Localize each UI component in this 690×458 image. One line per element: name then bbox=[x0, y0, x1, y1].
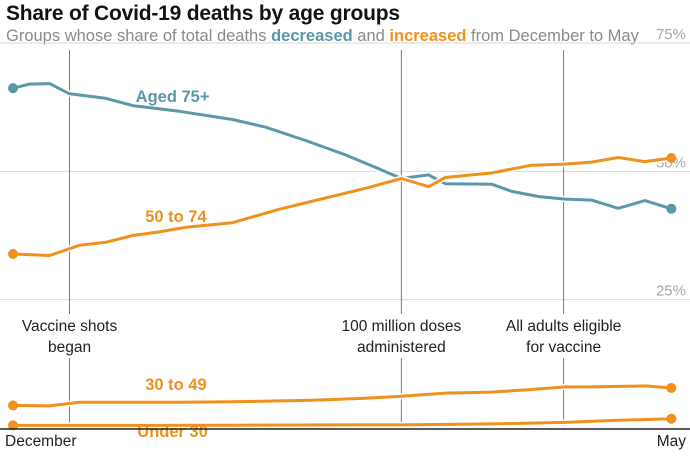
series-line-aged-75 bbox=[11, 82, 673, 211]
series-label-aged-75: Aged 75+ bbox=[136, 88, 210, 106]
series-label-30-to-49: 30 to 49 bbox=[145, 376, 206, 394]
series-end-point-50-to-74 bbox=[666, 152, 677, 163]
series-end-point-aged-75 bbox=[666, 203, 677, 214]
x-tick-label-end: May bbox=[657, 433, 687, 450]
annotation-label-1-1: Vaccine shots bbox=[22, 318, 118, 335]
series-halo-aged-75 bbox=[10, 80, 675, 212]
chart-subtitle: Groups whose share of total deaths decre… bbox=[6, 27, 639, 46]
annotation-layer: Vaccine shots began 100 million doses admin… bbox=[22, 50, 621, 426]
series-layer bbox=[8, 80, 677, 431]
series-line-30-to-49 bbox=[11, 384, 673, 408]
annotation-label-3-1: All adults eligible bbox=[506, 318, 621, 335]
annotation-label-3-2: for vaccine bbox=[526, 339, 601, 356]
chart-title: Share of Covid-19 deaths by age groups bbox=[6, 2, 400, 25]
series-start-point-30-to-49 bbox=[8, 400, 18, 411]
series-line-under-30 bbox=[11, 417, 673, 427]
series-label-50-to-74: 50 to 74 bbox=[145, 208, 207, 226]
series-start-point-50-to-74 bbox=[8, 248, 18, 259]
series-start-point-under-30 bbox=[8, 420, 18, 431]
y-tick-label-75: 75% bbox=[656, 26, 686, 43]
subtitle-text-2: and bbox=[352, 27, 390, 45]
series-start-point-aged-75 bbox=[8, 83, 18, 94]
subtitle-text-1: Groups whose share of total deaths bbox=[6, 27, 272, 45]
annotation-label-2-1: 100 million doses bbox=[341, 318, 461, 335]
annotation-label-2-2: administered bbox=[357, 339, 446, 356]
subtitle-decreased: decreased bbox=[271, 27, 353, 45]
label-layer: Aged 75+ 50 to 74 30 to 49 Under 30 bbox=[136, 88, 210, 441]
subtitle-increased: increased bbox=[389, 27, 467, 45]
y-tick-label-25: 25% bbox=[656, 283, 686, 300]
axis-layer: December May bbox=[0, 428, 690, 450]
x-tick-label-start: December bbox=[5, 433, 77, 450]
series-label-under-30: Under 30 bbox=[137, 423, 208, 441]
series-line-50-to-74 bbox=[11, 156, 673, 257]
annotation-label-1-2: began bbox=[48, 339, 91, 356]
series-end-point-under-30 bbox=[666, 413, 677, 424]
series-end-point-30-to-49 bbox=[666, 382, 677, 393]
subtitle-text-3: from December to May bbox=[466, 27, 639, 45]
